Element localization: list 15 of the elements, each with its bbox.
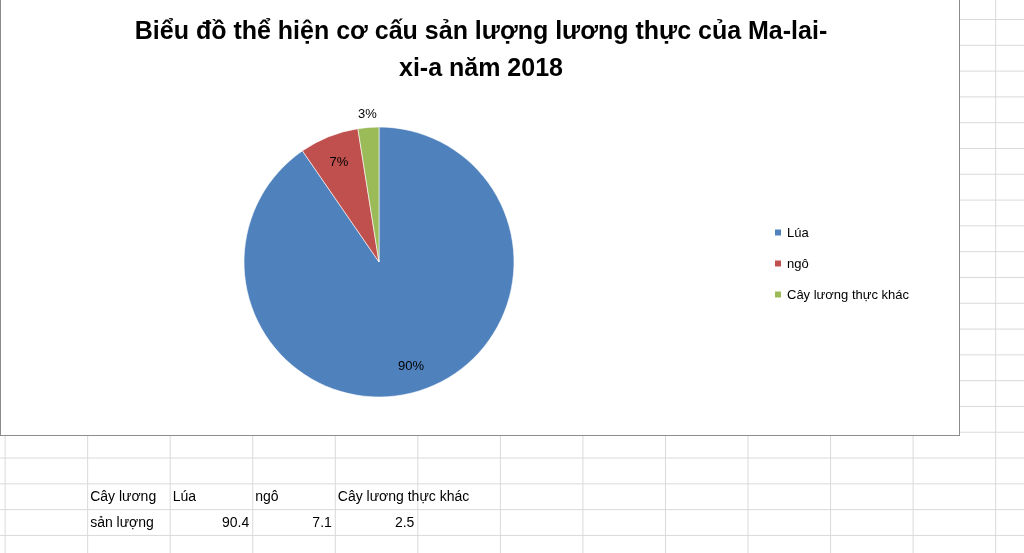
legend-label: Cây lương thực khác xyxy=(787,287,910,302)
text: Cây lương xyxy=(90,487,157,507)
data-label: 3% xyxy=(357,105,378,121)
text: 7.1 xyxy=(312,513,332,533)
legend-label: Lúa xyxy=(787,225,810,240)
legend-label: ngô xyxy=(787,256,809,271)
data-label: 90% xyxy=(398,357,425,373)
text: sản lượng xyxy=(90,513,154,533)
text: ngô xyxy=(255,487,279,507)
chart-title: Biểu đồ thể hiện cơ cấu sản lượng lương thực của Ma-lai-xi-a năm 2018 xyxy=(133,15,829,83)
text: Cây lương thực khác xyxy=(337,487,470,507)
text: 90.4 xyxy=(222,513,250,533)
text: 2.5 xyxy=(394,513,415,533)
text: Lúa xyxy=(172,487,197,507)
data-label: 7% xyxy=(329,154,349,170)
